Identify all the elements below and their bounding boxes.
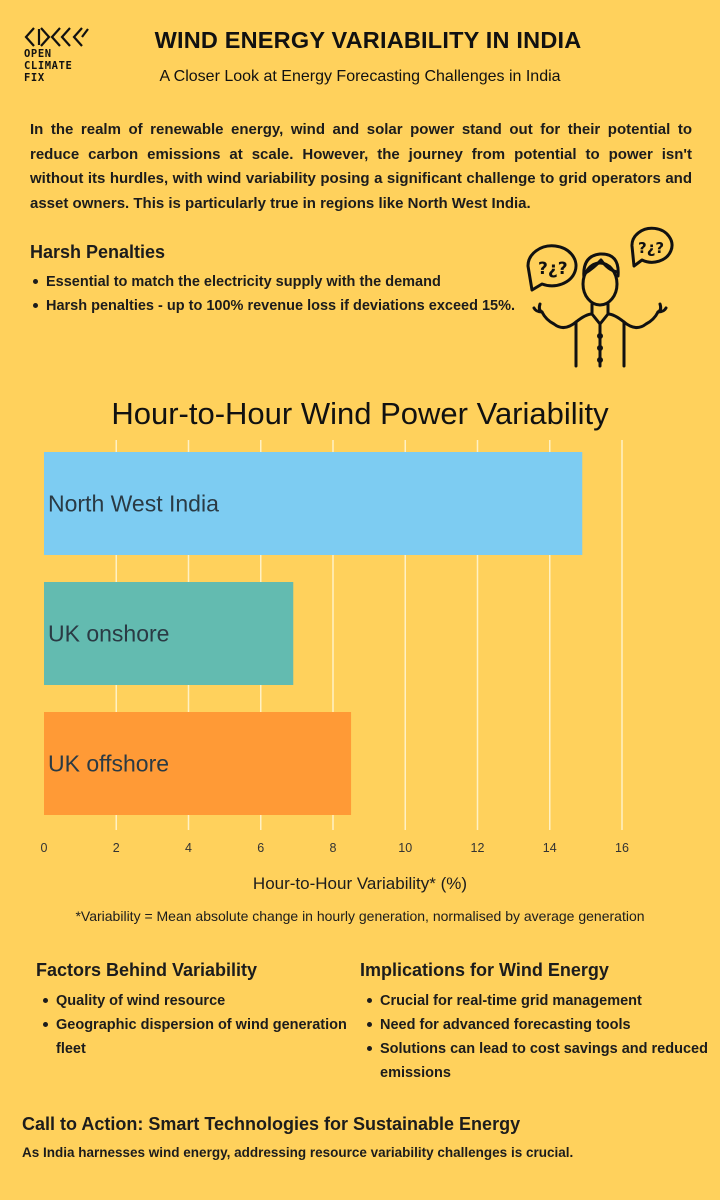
open-climate-fix-logo: OPEN CLIMATE FIX [24, 26, 96, 100]
list-item: Need for advanced forecasting tools [367, 1013, 720, 1037]
factors-heading: Factors Behind Variability [36, 960, 258, 980]
penalties-list: Essential to match the electricity suppl… [30, 270, 516, 318]
x-tick-label: 16 [615, 841, 629, 855]
bar-uk-offshore [44, 712, 352, 815]
x-tick-label: 8 [330, 841, 337, 855]
category-label: UK onshore [48, 621, 169, 647]
list-item: Solutions can lead to cost savings and r… [367, 1037, 720, 1085]
list-item: Essential to match the electricity suppl… [33, 270, 516, 294]
svg-text:?¿?: ?¿? [538, 259, 568, 279]
logo-word-fix: FIX [24, 72, 45, 84]
list-item: Quality of wind resource [43, 989, 356, 1013]
implications-heading: Implications for Wind Energy [360, 960, 609, 980]
list-item: Harsh penalties - up to 100% revenue los… [33, 294, 516, 318]
page-subtitle: A Closer Look at Energy Forecasting Chal… [159, 68, 561, 85]
chart-title: Hour-to-Hour Wind Power Variability [111, 396, 609, 431]
x-tick-label: 0 [41, 841, 48, 855]
x-tick-label: 2 [113, 841, 120, 855]
intro-paragraph: In the realm of renewable energy, wind a… [30, 121, 692, 212]
svg-text:?¿?: ?¿? [638, 239, 664, 257]
bar-uk-onshore [44, 582, 294, 685]
list-item: Crucial for real-time grid management [367, 989, 720, 1013]
chart-footnote: *Variability = Mean absolute change in h… [75, 908, 645, 924]
implications-list: Crucial for real-time grid management Ne… [364, 989, 720, 1085]
x-tick-label: 4 [185, 841, 192, 855]
x-axis-label: Hour-to-Hour Variability* (%) [252, 874, 468, 893]
bar-chart: North West India UK onshore UK offshore 0 2… [41, 440, 629, 855]
bar-north-west-india [44, 452, 583, 555]
cta-text: As India harnesses wind energy, addressi… [22, 1145, 574, 1160]
x-tick-label: 14 [543, 841, 557, 855]
factors-list: Quality of wind resource Geographic disp… [40, 989, 356, 1061]
logo-word-open: OPEN [24, 48, 52, 60]
penalties-heading: Harsh Penalties [30, 242, 166, 262]
x-tick-label: 6 [257, 841, 264, 855]
cta-heading: Call to Action: Smart Technologies for S… [22, 1114, 521, 1134]
logo-word-climate: CLIMATE [24, 60, 73, 72]
page-title: WIND ENERGY VARIABILITY IN INDIA [154, 27, 582, 53]
x-tick-label: 10 [398, 841, 412, 855]
x-tick-label: 12 [471, 841, 485, 855]
logo-mark-icon [24, 27, 89, 47]
confused-person-icon: ?¿? ?¿? [526, 226, 674, 368]
category-label: UK offshore [48, 751, 169, 777]
category-label: North West India [48, 491, 219, 517]
list-item: Geographic dispersion of wind generation… [43, 1013, 356, 1061]
